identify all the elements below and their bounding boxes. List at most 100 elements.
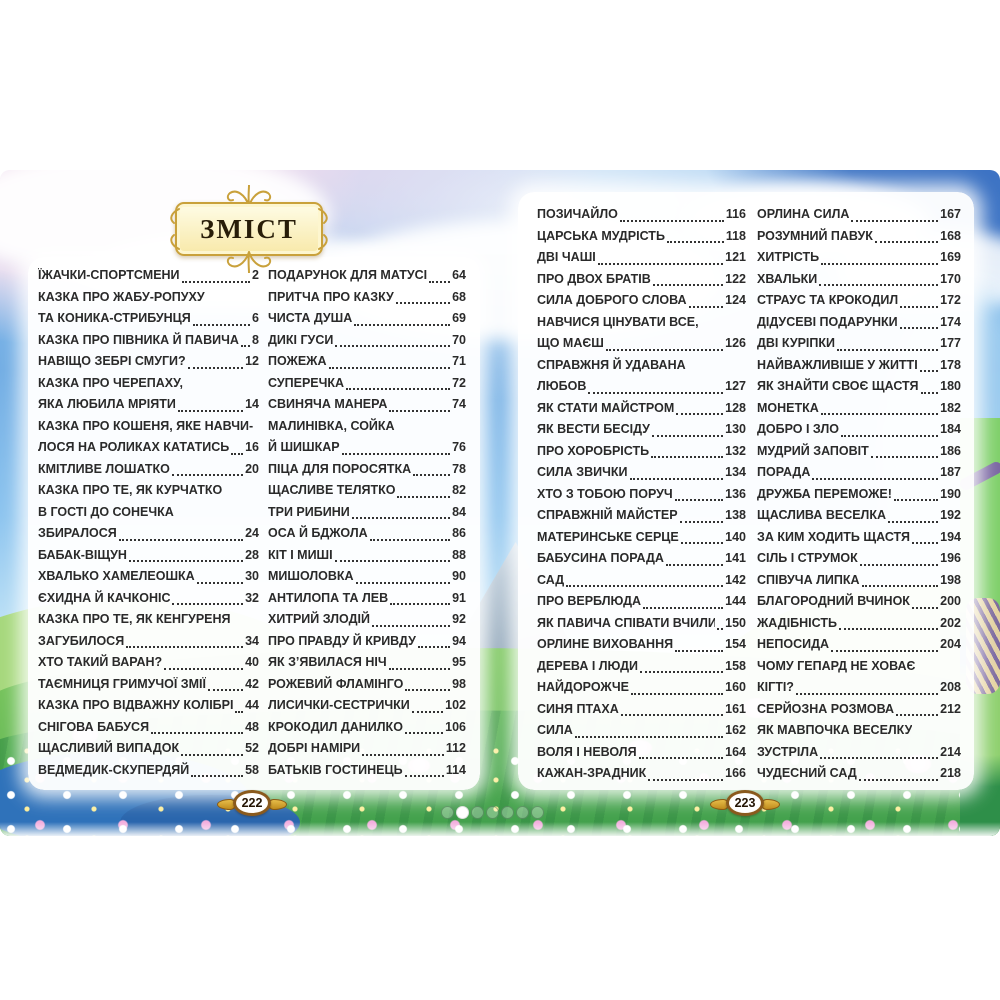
toc-entry-page-number: 72 bbox=[452, 375, 466, 390]
toc-entry-page-number: 158 bbox=[725, 658, 746, 673]
dot-leader bbox=[688, 305, 724, 308]
toc-entry-page-number: 44 bbox=[245, 698, 259, 712]
dot-leader bbox=[820, 757, 939, 759]
pagination-dot[interactable] bbox=[531, 806, 544, 819]
pagination-dot-active[interactable] bbox=[456, 806, 469, 819]
toc-entry-page-number: 130 bbox=[725, 422, 746, 436]
toc-entry-title: ПОЖЕЖА bbox=[268, 354, 327, 368]
toc-entry-title: ХВАЛЬКИ bbox=[757, 271, 818, 286]
dot-leader bbox=[341, 452, 451, 455]
toc-entry-page-number: 190 bbox=[940, 486, 961, 501]
toc-entry-title: ЯК ВЕСТИ БЕСІДУ bbox=[537, 422, 650, 436]
toc-entry-title: ЗБИРАЛОСЯ bbox=[38, 526, 117, 540]
dot-leader bbox=[171, 474, 244, 476]
toc-entry-title: КМІТЛИВЕ ЛОШАТКО bbox=[38, 461, 170, 476]
toc-entry-line: В ГОСТІ ДО СОНЕЧКА bbox=[38, 502, 259, 524]
toc-entry-line: МУДРИЙ ЗАПОВІТ 186 bbox=[757, 441, 961, 463]
toc-entry-line: ХТО З ТОБОЮ ПОРУЧ 136 bbox=[537, 484, 746, 506]
toc-entry-title: ПРО ДВОХ БРАТІВ bbox=[537, 271, 651, 286]
dot-leader bbox=[397, 495, 451, 498]
toc-entry-page-number: 28 bbox=[245, 547, 259, 562]
toc-entry-title: ТА КОНИКА-СТРИБУНЦЯ bbox=[38, 311, 191, 325]
toc-title: ЗМІСТ bbox=[200, 213, 298, 244]
toc-entry-line: СТРАУС ТА КРОКОДИЛ 172 bbox=[757, 290, 961, 312]
toc-entry-page-number: 98 bbox=[452, 676, 466, 691]
toc-entry-title: СЕРЙОЗНА РОЗМОВА bbox=[757, 701, 895, 716]
toc-entry-line: ЯКА ЛЮБИЛА МРІЯТИ 14 bbox=[38, 394, 259, 416]
toc-entry-page-number: 32 bbox=[245, 590, 259, 605]
toc-entry-title: ЯК ЗНАЙТИ СВОЄ ЩАСТЯ bbox=[757, 379, 919, 393]
toc-entry-page-number: 126 bbox=[725, 336, 746, 350]
pagination-dot[interactable] bbox=[441, 806, 454, 819]
toc-entry-line: ДИКІ ГУСИ 70 bbox=[268, 330, 466, 352]
toc-entry-page-number: 150 bbox=[725, 615, 746, 630]
pagination-dot[interactable] bbox=[471, 806, 484, 819]
toc-entry-page-number: 106 bbox=[445, 719, 466, 734]
dot-leader bbox=[187, 366, 244, 369]
toc-entry-line: НЕПОСИДА 204 bbox=[757, 634, 961, 656]
pagination-dots bbox=[441, 806, 544, 819]
toc-entry-line: ХИТРІСТЬ 169 bbox=[757, 247, 961, 269]
dot-leader bbox=[651, 434, 724, 437]
toc-entry-line: КАЗКА ПРО КОШЕНЯ, ЯКЕ НАВЧИ- bbox=[38, 416, 259, 438]
toc-entry-title: РОЖЕВИЙ ФЛАМІНГО bbox=[268, 676, 404, 691]
toc-entry-page-number: 78 bbox=[452, 461, 466, 476]
toc-entry-title: БАТЬКІВ ГОСТИНЕЦЬ bbox=[268, 762, 403, 777]
pagination-dot[interactable] bbox=[516, 806, 529, 819]
toc-entry-line: СПРАВЖНЯ Й УДАВАНА bbox=[537, 355, 746, 377]
dot-leader bbox=[128, 560, 244, 562]
toc-entry-line: ХИТРИЙ ЗЛОДІЙ 92 bbox=[268, 609, 466, 631]
toc-entry-line: ПРО ВЕРБЛЮДА 144 bbox=[537, 591, 746, 613]
toc-entry-title: КАЗКА ПРО ЧЕРЕПАХУ, bbox=[38, 375, 183, 390]
toc-entry-line: ПРО ХОРОБРІСТЬ 132 bbox=[537, 441, 746, 463]
toc-entry-title: СИНЯ ПТАХА bbox=[537, 701, 619, 716]
dot-leader bbox=[231, 452, 244, 455]
toc-entry-title: ЩАСЛИВА ВЕСЕЛКА bbox=[757, 508, 886, 522]
toc-entry-line: ЧУДЕСНИЙ САД 218 bbox=[757, 763, 961, 785]
toc-entry-title: КАЗКА ПРО ТЕ, ЯК КУРЧАТКО bbox=[38, 483, 223, 497]
toc-column-4: ОРЛИНА СИЛА 167 РОЗУМНИЙ ПАВУК 168 ХИТРІСТЬ 1… bbox=[757, 204, 961, 785]
toc-entry-line: ДРУЖБА ПЕРЕМОЖЕ! 190 bbox=[757, 484, 961, 506]
toc-entry-title: ДОБРО І ЗЛО bbox=[757, 422, 839, 436]
toc-entry-line: ЄХИДНА Й КАЧКОНІС 32 bbox=[38, 588, 259, 610]
toc-entry-line: ЗАГУБИЛОСЯ 34 bbox=[38, 631, 259, 653]
toc-entry-page-number: 76 bbox=[452, 440, 466, 454]
toc-entry-title: НАВІЩО ЗЕБРІ СМУГИ? bbox=[38, 354, 186, 368]
toc-entry-page-number: 92 bbox=[452, 612, 466, 626]
toc-entry-line: КРОКОДИЛ ДАНИЛКО 106 bbox=[268, 717, 466, 739]
dot-leader bbox=[181, 280, 251, 283]
toc-entry-page-number: 161 bbox=[725, 701, 746, 716]
toc-entry-title: ОСА Й БДЖОЛА bbox=[268, 526, 368, 540]
toc-entry-title: Й ШИШКАР bbox=[268, 440, 340, 454]
toc-entry-title: ХВАЛЬКО ХАМЕЛЕОШКА bbox=[38, 569, 195, 583]
dot-leader bbox=[643, 606, 724, 609]
dot-leader bbox=[812, 477, 939, 480]
dot-leader bbox=[651, 456, 724, 458]
toc-entry-page-number: 134 bbox=[725, 465, 746, 479]
pagination-dot[interactable] bbox=[501, 806, 514, 819]
toc-entry-page-number: 178 bbox=[940, 357, 961, 372]
dot-leader bbox=[405, 689, 451, 691]
dot-leader bbox=[164, 667, 244, 670]
toc-entry-page-number: 68 bbox=[452, 289, 466, 304]
toc-entry-title: ПОЗИЧАЙЛО bbox=[537, 207, 618, 221]
toc-entry-title: ЄХИДНА Й КАЧКОНІС bbox=[38, 590, 171, 605]
dot-leader bbox=[831, 649, 939, 652]
toc-entry-page-number: 166 bbox=[725, 766, 746, 780]
toc-entry-line: ЩО МАЄШ 126 bbox=[537, 333, 746, 355]
toc-entry-title: ЯК МАВПОЧКА ВЕСЕЛКУ bbox=[757, 723, 913, 737]
toc-entry-line: ЩАСЛИВИЙ ВИПАДОК 52 bbox=[38, 738, 259, 760]
dot-leader bbox=[207, 689, 244, 691]
toc-entry-page-number: 184 bbox=[940, 422, 961, 436]
toc-entry-page-number: 214 bbox=[940, 744, 961, 759]
toc-entry-page-number: 6 bbox=[252, 311, 259, 325]
pagination-dot[interactable] bbox=[486, 806, 499, 819]
dot-leader bbox=[240, 345, 251, 347]
toc-entry-page-number: 180 bbox=[940, 379, 961, 393]
toc-entry-line: ДВІ ЧАШІ 121 bbox=[537, 247, 746, 269]
toc-entry-title: ЛИСИЧКИ-СЕСТРИЧКИ bbox=[268, 698, 410, 712]
toc-entry-page-number: 200 bbox=[940, 594, 961, 608]
toc-entry-page-number: 69 bbox=[452, 311, 466, 325]
dot-leader bbox=[191, 775, 244, 777]
toc-entry-page-number: 112 bbox=[445, 741, 466, 755]
